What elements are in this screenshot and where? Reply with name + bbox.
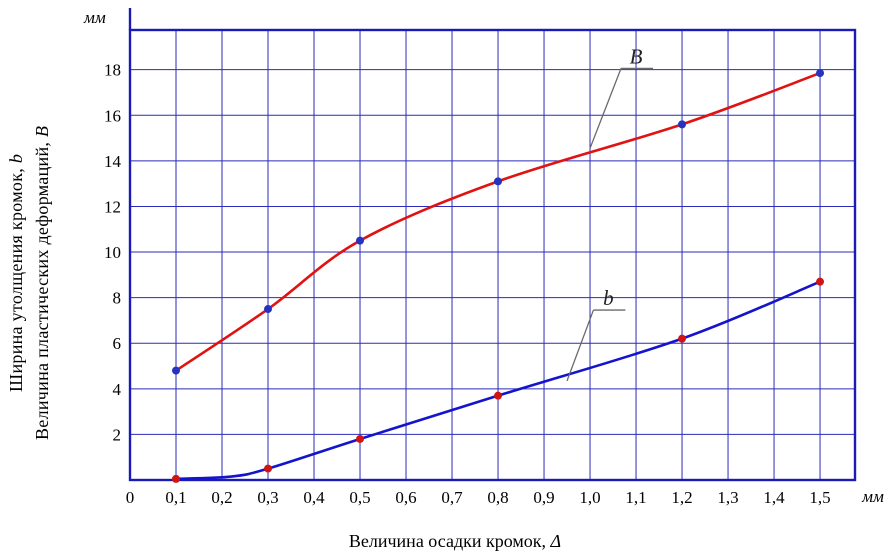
y-axis-title-deformation: Величина пластических деформаций, В bbox=[32, 126, 53, 440]
data-point-B bbox=[356, 236, 365, 245]
y-tick-label: 4 bbox=[113, 380, 122, 399]
data-point-B bbox=[264, 305, 273, 314]
x-tick-label: 1,4 bbox=[763, 488, 785, 507]
data-point-B bbox=[172, 366, 181, 375]
y-axis-title-width: Ширина утолщения кромок, b bbox=[6, 154, 27, 392]
x-axis-unit-label: мм bbox=[862, 487, 884, 506]
x-tick-label: 0,2 bbox=[211, 488, 232, 507]
x-tick-label: 0,3 bbox=[257, 488, 278, 507]
x-axis-title-text: Величина осадки кромок, bbox=[348, 531, 551, 551]
x-tick-label: 1,1 bbox=[625, 488, 646, 507]
y-tick-label: 16 bbox=[104, 106, 121, 125]
x-tick-label: 0,8 bbox=[487, 488, 508, 507]
y-tick-label: 2 bbox=[113, 425, 122, 444]
y-tick-label: 6 bbox=[113, 334, 122, 353]
series-curve-b bbox=[174, 280, 822, 481]
series-label-B: В bbox=[630, 44, 643, 68]
data-point-B bbox=[678, 120, 687, 129]
y-axis-title-deformation-text: Величина пластических деформаций, bbox=[32, 137, 52, 440]
data-point-b bbox=[494, 391, 503, 400]
x-tick-label: 1,3 bbox=[717, 488, 738, 507]
y-tick-label: 8 bbox=[113, 289, 122, 308]
x-tick-label: 1,2 bbox=[671, 488, 692, 507]
x-axis-title: Величина осадки кромок, Δ bbox=[130, 531, 780, 552]
y-tick-label: 14 bbox=[104, 152, 122, 171]
data-point-b bbox=[816, 277, 825, 286]
series-label-b: b bbox=[603, 286, 614, 310]
x-axis-symbol-delta: Δ bbox=[550, 531, 562, 551]
data-point-B bbox=[494, 177, 503, 186]
y-axis-symbol-b: b bbox=[6, 153, 26, 164]
series-leader-line-b bbox=[566, 309, 595, 382]
y-tick-label: 12 bbox=[104, 197, 121, 216]
x-tick-label: 0,1 bbox=[165, 488, 186, 507]
x-tick-label: 0,7 bbox=[441, 488, 463, 507]
data-point-b bbox=[678, 334, 687, 343]
y-tick-label: 18 bbox=[104, 61, 121, 80]
x-tick-label: 0,5 bbox=[349, 488, 370, 507]
series-leader-line-B bbox=[589, 68, 622, 149]
x-tick-label: 0 bbox=[126, 488, 135, 507]
data-point-b bbox=[264, 464, 273, 473]
data-point-B bbox=[816, 69, 825, 78]
y-tick-label: 10 bbox=[104, 243, 121, 262]
x-tick-label: 1,5 bbox=[809, 488, 830, 507]
x-tick-label: 1,0 bbox=[579, 488, 600, 507]
y-axis-title-width-text: Ширина утолщения кромок, bbox=[6, 163, 26, 392]
x-tick-label: 0,9 bbox=[533, 488, 554, 507]
data-point-b bbox=[172, 474, 181, 483]
x-tick-label: 0,6 bbox=[395, 488, 416, 507]
y-axis-unit-label: мм bbox=[84, 8, 106, 27]
x-tick-label: 0,4 bbox=[303, 488, 325, 507]
y-axis-symbol-B: В bbox=[32, 125, 52, 138]
data-point-b bbox=[356, 434, 365, 443]
plot-frame bbox=[128, 28, 857, 482]
